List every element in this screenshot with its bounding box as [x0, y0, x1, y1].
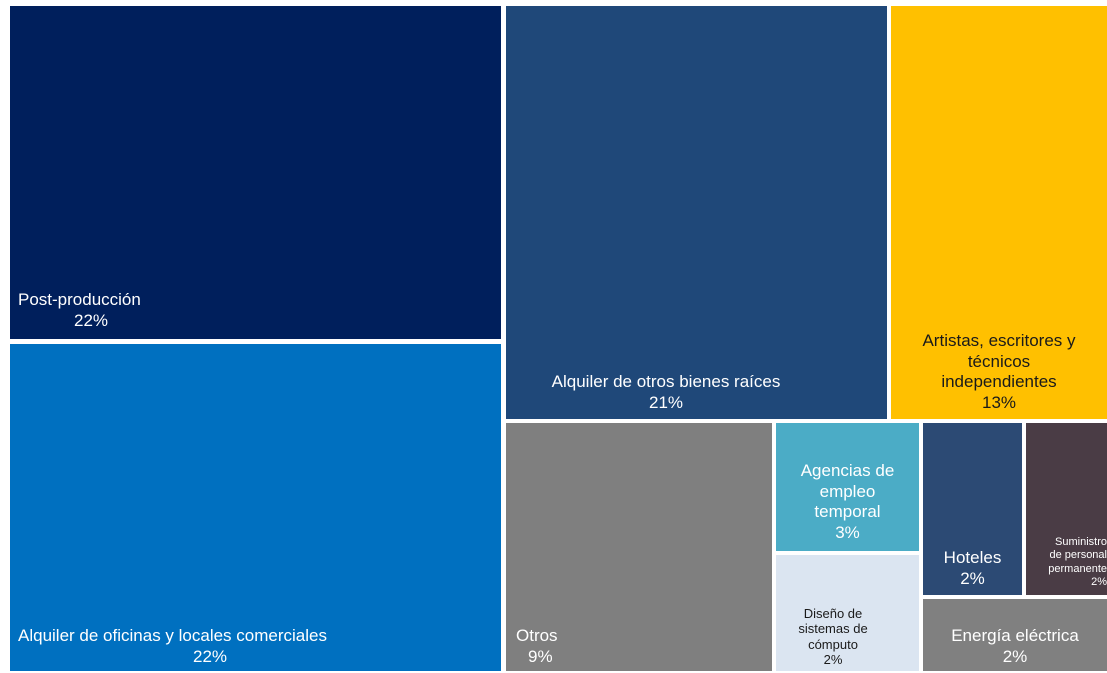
treemap-label-agencias: Agencias de empleo temporal 3% — [778, 461, 917, 543]
treemap-tile-diseno: Diseño de sistemas de cómputo 2% — [776, 555, 919, 671]
treemap-category-text: sistemas de — [798, 621, 868, 637]
treemap-value-text: 22% — [74, 310, 109, 330]
treemap-value-text: 22% — [193, 646, 228, 666]
treemap-label-hoteles: Hoteles 2% — [925, 548, 1020, 589]
treemap-category-text: Energía eléctrica — [951, 626, 1079, 646]
treemap-category-text: Agencias de — [800, 461, 895, 481]
treemap-label-energia: Energía eléctrica 2% — [925, 626, 1105, 667]
treemap-label-artistas: Artistas, escritores y técnicos independie… — [893, 331, 1105, 413]
treemap-label-diseno: Diseño de sistemas de cómputo 2% — [778, 606, 888, 668]
treemap-value-text: 21% — [648, 392, 684, 412]
treemap-value-text: 9% — [528, 646, 553, 666]
treemap-label-suministro: Suministro de personal permanente 2% — [1026, 536, 1107, 589]
treemap-category-text: Post-producción — [18, 290, 141, 310]
treemap-category-text: Alquiler de otros bienes raíces — [551, 372, 781, 392]
treemap-tile-bienes: Alquiler de otros bienes raíces 21% — [506, 6, 887, 419]
treemap-value-text: 2% — [1002, 646, 1028, 666]
treemap-tile-post: Post-producción 22% — [10, 6, 501, 339]
treemap-label-bienes: Alquiler de otros bienes raíces 21% — [516, 372, 816, 413]
treemap-value-text: 3% — [835, 522, 860, 542]
treemap-tile-agencias: Agencias de empleo temporal 3% — [776, 423, 919, 551]
treemap-label-otros: Otros 9% — [516, 626, 596, 667]
treemap-tile-artistas: Artistas, escritores y técnicos independie… — [891, 6, 1107, 419]
treemap-category-text: empleo — [819, 481, 876, 501]
treemap-category-text: de personal — [1049, 549, 1107, 562]
treemap-label-oficinas: Alquiler de oficinas y locales comercial… — [18, 626, 438, 667]
treemap-value-text: 2% — [1091, 575, 1107, 588]
treemap-category-text: técnicos — [967, 351, 1031, 371]
treemap-category-text: Suministro — [1055, 536, 1107, 549]
treemap-tile-oficinas: Alquiler de oficinas y locales comercial… — [10, 344, 501, 671]
treemap-tile-suministro: Suministro de personal permanente 2% — [1026, 423, 1107, 595]
treemap-category-text: permanente — [1048, 562, 1107, 575]
treemap-category-text: Otros — [516, 626, 558, 646]
treemap-category-text: cómputo — [808, 636, 858, 652]
treemap-category-text: Diseño de — [803, 605, 863, 621]
treemap-category-text: temporal — [814, 502, 881, 522]
treemap-value-text: 2% — [960, 568, 985, 588]
treemap-tile-hoteles: Hoteles 2% — [923, 423, 1022, 595]
treemap-tile-otros: Otros 9% — [506, 423, 772, 671]
treemap-category-text: Alquiler de oficinas y locales comercial… — [18, 626, 327, 646]
treemap-category-text: Artistas, escritores y — [922, 331, 1076, 351]
treemap-value-text: 2% — [823, 652, 843, 668]
treemap-value-text: 13% — [981, 392, 1017, 412]
treemap-category-text: independientes — [941, 372, 1057, 392]
treemap-tile-energia: Energía eléctrica 2% — [923, 599, 1107, 671]
treemap-label-post: Post-producción 22% — [18, 290, 188, 331]
treemap-category-text: Hoteles — [943, 548, 1002, 568]
